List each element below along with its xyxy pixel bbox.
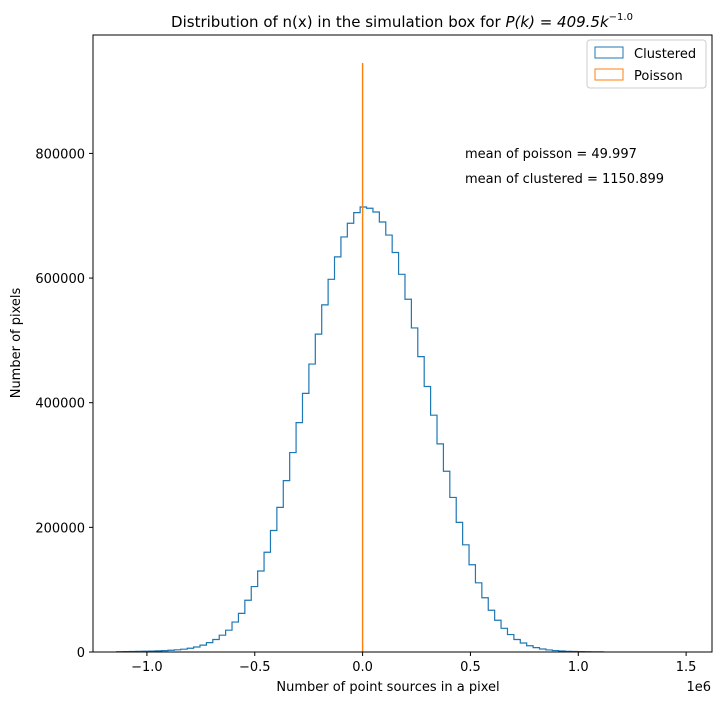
- legend-label-poisson: Poisson: [634, 69, 683, 84]
- plot-area: [93, 35, 712, 652]
- annotation-clustered-mean: mean of clustered = 1150.899: [465, 172, 664, 187]
- annotation-poisson-mean: mean of poisson = 49.997: [465, 147, 637, 162]
- chart-title-prefix: Distribution of n(x) in the simulation b…: [171, 13, 505, 31]
- chart-title-exponent: −1.0: [609, 12, 633, 23]
- series-layer: [116, 63, 605, 653]
- x-axis-ticks: −1.0 −0.5 0.0 0.5 1.0 1.5: [131, 652, 696, 675]
- y-tick-label: 0: [77, 646, 85, 661]
- y-axis-ticks: 0 200000 400000 600000 800000: [35, 147, 93, 661]
- y-axis-label: Number of pixels: [9, 287, 24, 398]
- legend: Clustered Poisson: [586, 39, 707, 89]
- y-tick-label: 600000: [35, 272, 85, 287]
- legend-label-clustered: Clustered: [634, 47, 696, 62]
- axes-frame: [92, 34, 713, 653]
- chart-title-math: P(k) = 409.5k: [505, 13, 609, 31]
- chart-title: Distribution of n(x) in the simulation b…: [171, 12, 633, 31]
- series-clustered-histogram: [116, 206, 605, 653]
- x-axis-offset-label: 1e6: [686, 680, 711, 695]
- y-tick-label: 200000: [35, 521, 85, 536]
- y-tick-label: 800000: [35, 147, 85, 162]
- x-tick-label: 1.0: [568, 660, 589, 675]
- x-tick-label: 0.0: [352, 660, 373, 675]
- x-tick-label: −1.0: [131, 660, 163, 675]
- x-tick-label: 1.5: [676, 660, 697, 675]
- x-tick-label: 0.5: [460, 660, 481, 675]
- legend-swatch-poisson: [594, 68, 624, 81]
- legend-swatch-clustered: [594, 46, 624, 59]
- y-tick-label: 400000: [35, 397, 85, 412]
- legend-frame: [586, 39, 707, 89]
- x-axis-label: Number of point sources in a pixel: [276, 680, 499, 695]
- x-tick-label: −0.5: [239, 660, 271, 675]
